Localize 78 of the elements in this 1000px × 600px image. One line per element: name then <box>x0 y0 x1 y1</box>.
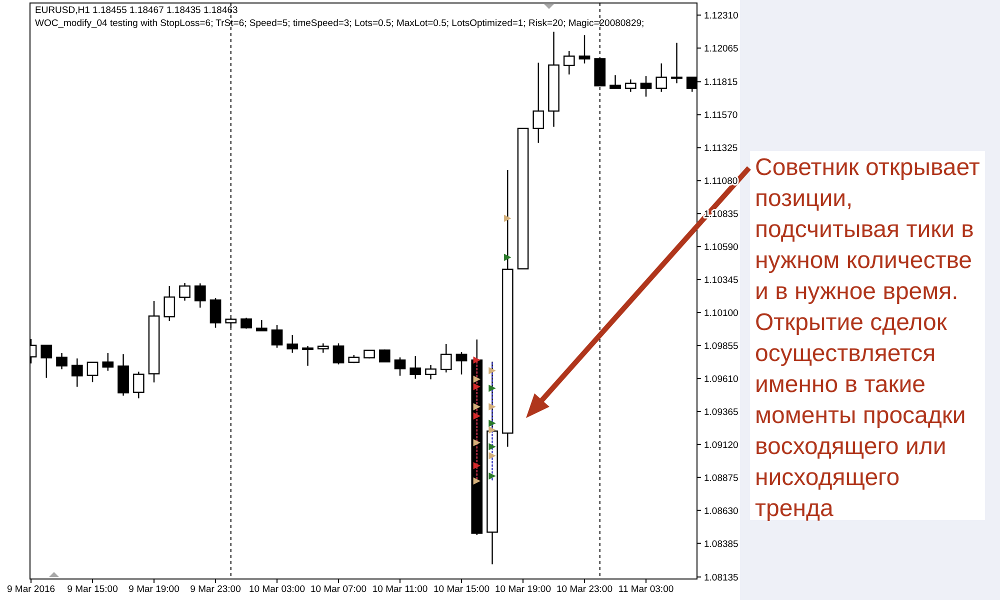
y-tick-label: 1.11815 <box>704 77 738 88</box>
candlestick <box>610 74 621 89</box>
candlestick <box>410 356 422 380</box>
candlestick <box>286 334 298 354</box>
text: WOC_modify_04 testing with StopLoss=6; TrSt=6; Speed=5; timeSpeed=3; Lots=0.5; MaxLot=0.5; LotsOptimized=1; Risk=20; Magic=20080829; <box>35 18 644 29</box>
x-tick-label: 9 Mar 23:00 <box>190 584 241 595</box>
y-tick-label: 1.09610 <box>704 374 738 385</box>
y-tick-label: 1.11325 <box>704 143 738 154</box>
candlestick <box>271 324 283 348</box>
y-tick-label: 1.08135 <box>704 572 738 584</box>
candlestick <box>425 364 436 380</box>
candlestick <box>532 62 544 144</box>
x-tick-label: 10 Mar 19:00 <box>495 584 552 595</box>
chart-title: EURUSD,H1 1.18455 1.18467 1.18435 1.18463 <box>35 5 238 16</box>
x-tick-label: 10 Mar 15:00 <box>434 584 490 595</box>
candlestick <box>440 343 452 374</box>
x-tick-label: 10 Mar 23:00 <box>556 584 612 595</box>
point <box>504 214 512 222</box>
candlestick <box>164 285 176 322</box>
candlestick <box>456 352 468 376</box>
candlestick <box>332 342 344 365</box>
y-tick-label: 1.10345 <box>704 275 738 286</box>
candlestick <box>132 371 144 399</box>
candlestick <box>624 78 636 92</box>
candlestick <box>394 356 406 376</box>
candlestick <box>210 297 222 328</box>
point <box>473 439 480 446</box>
point <box>488 420 496 427</box>
candlestick <box>578 34 590 64</box>
candlestick <box>563 50 575 76</box>
point <box>488 443 496 450</box>
point <box>473 356 480 364</box>
point <box>488 426 496 434</box>
y-tick-label: 1.08630 <box>704 506 738 517</box>
candlestick <box>378 348 390 362</box>
y-tick-label: 1.10590 <box>704 242 738 254</box>
x-tick-label: 9 Mar 15:00 <box>67 584 118 595</box>
candlestick <box>256 319 268 332</box>
point <box>473 383 480 390</box>
x-tick-label: 10 Mar 03:00 <box>249 584 306 595</box>
point <box>488 367 496 374</box>
candlestick <box>86 362 98 383</box>
y-tick-label: 1.08875 <box>704 472 738 484</box>
point <box>473 403 480 410</box>
point <box>473 376 480 383</box>
y-tick-label: 1.12310 <box>704 10 738 22</box>
x-tick-label: 11 Mar 03:00 <box>618 584 674 595</box>
candlestick <box>302 345 314 366</box>
candlestick <box>102 352 114 372</box>
point <box>488 472 496 480</box>
candlestick <box>640 75 652 98</box>
candlestick <box>179 282 190 302</box>
point <box>488 403 496 410</box>
y-tick-label: 1.09120 <box>704 440 738 451</box>
candlestick <box>56 352 68 370</box>
candlestick <box>194 282 206 308</box>
y-tick-label: 1.12065 <box>704 44 738 55</box>
y-tick-label: 1.09855 <box>704 341 738 352</box>
candlestick <box>317 342 329 354</box>
point <box>488 384 496 392</box>
y-tick-label: 1.10100 <box>704 308 738 320</box>
x-tick-label: 10 Mar 07:00 <box>310 584 367 595</box>
x-tick-label: 9 Mar 2016 <box>6 584 56 595</box>
y-tick-label: 1.09365 <box>704 406 738 418</box>
point <box>488 452 496 460</box>
y-tick-label: 1.11570 <box>704 110 738 122</box>
candlestick <box>40 344 52 378</box>
candlestick <box>71 358 83 388</box>
candlestick <box>486 361 498 565</box>
point <box>473 462 480 470</box>
point <box>473 412 480 420</box>
point <box>504 254 512 261</box>
x-tick-label: 9 Mar 19:00 <box>128 584 180 595</box>
y-tick-label: 1.08385 <box>704 538 738 550</box>
candlestick <box>656 62 668 92</box>
point <box>473 477 480 485</box>
x-tick-label: 10 Mar 11:00 <box>372 584 428 595</box>
candlestick <box>671 42 682 84</box>
